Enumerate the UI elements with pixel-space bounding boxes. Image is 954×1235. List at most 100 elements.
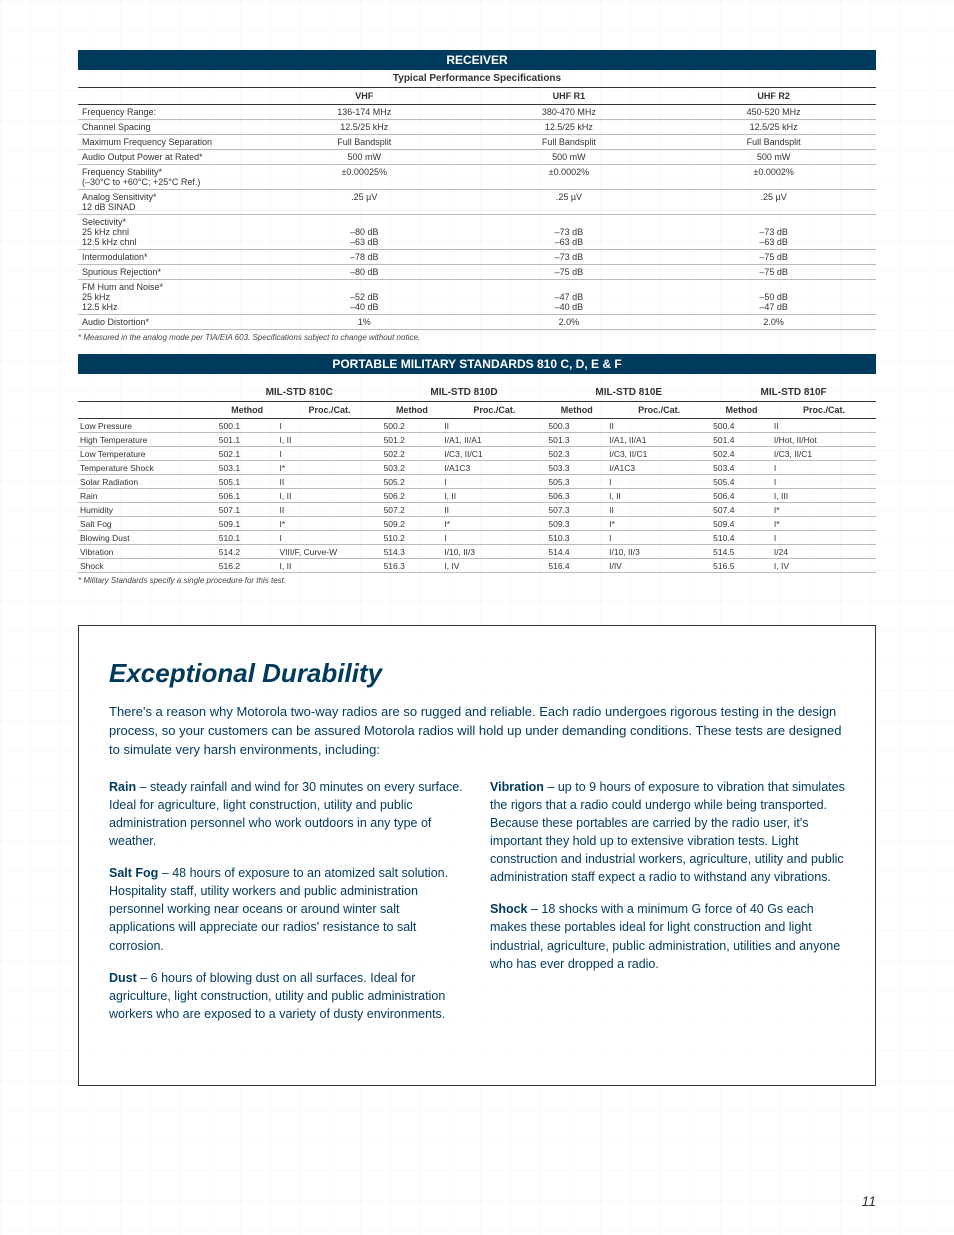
durability-intro: There's a reason why Motorola two-way ra… xyxy=(109,703,845,760)
row-label: Frequency Range: xyxy=(78,105,262,120)
row-value: II xyxy=(607,419,711,433)
col-uhf-r1: UHF R1 xyxy=(467,88,672,105)
row-value: –80 dB –63 dB xyxy=(262,215,467,250)
row-value: 2.0% xyxy=(671,315,876,330)
row-value: 507.3 xyxy=(546,503,607,517)
row-value: VIII/F, Curve-W xyxy=(278,545,382,559)
row-value: I xyxy=(772,461,876,475)
durability-term: Vibration xyxy=(490,780,544,794)
row-value: 503.2 xyxy=(382,461,443,475)
row-value: 502.4 xyxy=(711,447,772,461)
row-value: I, II xyxy=(607,489,711,503)
row-value: I* xyxy=(442,517,546,531)
row-value: 516.2 xyxy=(217,559,278,573)
durability-columns: Rain – steady rainfall and wind for 30 m… xyxy=(109,778,845,1038)
row-value: 136-174 MHz xyxy=(262,105,467,120)
row-value: I/24 xyxy=(772,545,876,559)
row-label: High Temperature xyxy=(78,433,217,447)
row-value: 2.0% xyxy=(467,315,672,330)
row-value: 516.4 xyxy=(546,559,607,573)
receiver-banner: RECEIVER xyxy=(78,50,876,70)
row-value: 509.4 xyxy=(711,517,772,531)
table-row: Selectivity* 25 kHz chnl 12.5 kHz chnl –… xyxy=(78,215,876,250)
row-label: Maximum Frequency Separation xyxy=(78,135,262,150)
row-value: I xyxy=(772,531,876,545)
durability-title: Exceptional Durability xyxy=(109,658,845,689)
table-row: Solar Radiation505.1II505.2I505.3I505.4I xyxy=(78,475,876,489)
row-value: .25 µV xyxy=(671,190,876,215)
mil-sub-header: MethodProc./Cat. MethodProc./Cat. Method… xyxy=(78,402,876,419)
table-row: Analog Sensitivity* 12 dB SINAD.25 µV.25… xyxy=(78,190,876,215)
mil-group-header: MIL-STD 810C MIL-STD 810D MIL-STD 810E M… xyxy=(78,384,876,402)
row-value: 516.3 xyxy=(382,559,443,573)
mil-std-table: MIL-STD 810C MIL-STD 810D MIL-STD 810E M… xyxy=(78,384,876,573)
row-value: 500.4 xyxy=(711,419,772,433)
row-value: 507.4 xyxy=(711,503,772,517)
row-value: 510.3 xyxy=(546,531,607,545)
row-value: 500.3 xyxy=(546,419,607,433)
durability-left-col: Rain – steady rainfall and wind for 30 m… xyxy=(109,778,464,1038)
row-value: I, IV xyxy=(442,559,546,573)
row-value: 514.2 xyxy=(217,545,278,559)
row-value: 12.5/25 kHz xyxy=(671,120,876,135)
table-row: Audio Output Power at Rated*500 mW500 mW… xyxy=(78,150,876,165)
receiver-header-row: VHF UHF R1 UHF R2 xyxy=(78,88,876,105)
page-content: RECEIVER Typical Performance Specificati… xyxy=(0,0,954,1086)
row-value: 514.5 xyxy=(711,545,772,559)
row-value: I, II xyxy=(442,489,546,503)
row-value: 516.5 xyxy=(711,559,772,573)
durability-term: Salt Fog xyxy=(109,866,158,880)
row-value: I* xyxy=(278,461,382,475)
row-value: I* xyxy=(278,517,382,531)
durability-paragraph: Shock – 18 shocks with a minimum G force… xyxy=(490,900,845,973)
row-value: I/Hot, II/Hot xyxy=(772,433,876,447)
row-value: II xyxy=(607,503,711,517)
row-label: FM Hum and Noise* 25 kHz 12.5 kHz xyxy=(78,280,262,315)
col-vhf: VHF xyxy=(262,88,467,105)
row-value: 505.3 xyxy=(546,475,607,489)
row-label: Spurious Rejection* xyxy=(78,265,262,280)
row-value: 507.1 xyxy=(217,503,278,517)
row-value: I xyxy=(278,447,382,461)
row-value: 510.1 xyxy=(217,531,278,545)
row-value: ±0.00025% xyxy=(262,165,467,190)
row-value: 506.3 xyxy=(546,489,607,503)
receiver-subtitle: Typical Performance Specifications xyxy=(78,70,876,88)
row-value: 505.2 xyxy=(382,475,443,489)
table-row: Vibration514.2VIII/F, Curve-W514.3I/10, … xyxy=(78,545,876,559)
receiver-table: VHF UHF R1 UHF R2 Frequency Range:136-17… xyxy=(78,88,876,330)
row-value: I xyxy=(278,419,382,433)
mil-banner: PORTABLE MILITARY STANDARDS 810 C, D, E … xyxy=(78,354,876,374)
row-value: –50 dB –47 dB xyxy=(671,280,876,315)
row-value: I/C3, II/C1 xyxy=(607,447,711,461)
mil-group-c: MIL-STD 810C xyxy=(217,384,382,402)
row-value: I/10, II/3 xyxy=(607,545,711,559)
durability-paragraph: Dust – 6 hours of blowing dust on all su… xyxy=(109,969,464,1023)
row-value: .25 µV xyxy=(467,190,672,215)
row-value: 507.2 xyxy=(382,503,443,517)
row-label: Salt Fog xyxy=(78,517,217,531)
table-row: Humidity507.1II507.2II507.3II507.4I* xyxy=(78,503,876,517)
row-value: 500.1 xyxy=(217,419,278,433)
row-value: 506.2 xyxy=(382,489,443,503)
row-value: I/C3, II/C1 xyxy=(442,447,546,461)
row-value: 514.4 xyxy=(546,545,607,559)
row-value: II xyxy=(278,503,382,517)
row-value: I xyxy=(607,531,711,545)
row-label: Vibration xyxy=(78,545,217,559)
row-value: –73 dB xyxy=(467,250,672,265)
row-value: 503.1 xyxy=(217,461,278,475)
row-value: ±0.0002% xyxy=(467,165,672,190)
durability-paragraph: Salt Fog – 48 hours of exposure to an at… xyxy=(109,864,464,955)
table-row: Low Pressure500.1I500.2II500.3II500.4II xyxy=(78,419,876,433)
row-value: I, III xyxy=(772,489,876,503)
row-value: 509.1 xyxy=(217,517,278,531)
row-value: 510.2 xyxy=(382,531,443,545)
row-value: I* xyxy=(772,503,876,517)
mil-group-d: MIL-STD 810D xyxy=(382,384,547,402)
row-value: –78 dB xyxy=(262,250,467,265)
table-row: Rain506.1I, II506.2I, II506.3I, II506.4I… xyxy=(78,489,876,503)
table-row: Spurious Rejection*–80 dB–75 dB–75 dB xyxy=(78,265,876,280)
row-value: 450-520 MHz xyxy=(671,105,876,120)
row-value: –73 dB –63 dB xyxy=(467,215,672,250)
